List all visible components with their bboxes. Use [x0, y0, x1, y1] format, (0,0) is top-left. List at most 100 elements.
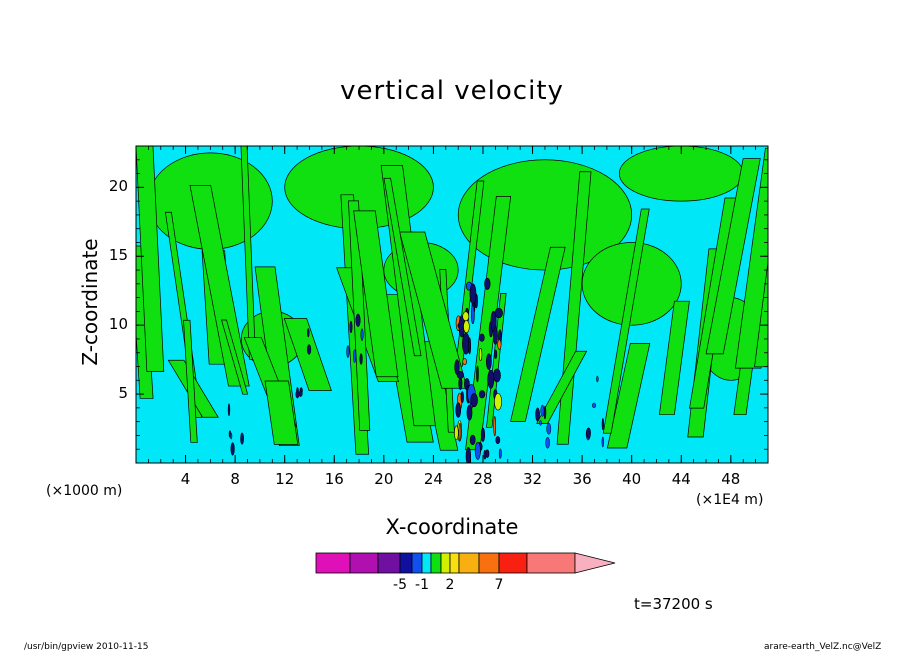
minor-cell — [295, 390, 300, 399]
colorbar-swatch — [498, 552, 528, 574]
x-tick-label: 36 — [572, 470, 592, 488]
field-streak — [264, 380, 299, 445]
core-cell — [478, 390, 486, 399]
field-streak — [221, 319, 249, 395]
field-streak — [399, 231, 468, 389]
core-cell — [474, 441, 481, 460]
colorbar-swatch — [411, 552, 423, 574]
chart-title: vertical velocity — [340, 76, 564, 106]
colorbar-swatch — [430, 552, 442, 574]
field-streaks — [136, 146, 768, 463]
core-cell — [493, 368, 501, 383]
minor-cell — [545, 436, 550, 449]
colorbar-label: -1 — [415, 577, 429, 593]
core-cell — [494, 393, 503, 411]
plot-frame — [135, 145, 769, 464]
minor-cell — [601, 417, 605, 431]
minor-cell — [307, 328, 310, 338]
x-tick-label: 40 — [622, 470, 642, 488]
minor-cell — [359, 353, 363, 365]
x-tick-label: 24 — [423, 470, 443, 488]
minor-cell — [353, 349, 357, 364]
minor-cell — [227, 403, 231, 417]
x-axis-label: X-coordinate — [385, 515, 519, 539]
colorbar-swatch — [377, 552, 401, 574]
colorbar-swatch — [315, 552, 351, 574]
core-cell — [465, 447, 472, 463]
field-streak — [705, 158, 761, 355]
field-streak — [510, 246, 566, 422]
colorbar-swatch — [478, 552, 500, 574]
core-cell — [471, 304, 475, 325]
minor-cell — [540, 404, 545, 417]
core-cell — [493, 416, 497, 437]
colorbar-swatch — [526, 552, 576, 574]
colorbar-arrow — [574, 552, 616, 574]
colorbar-swatch — [421, 552, 432, 574]
minor-cell — [539, 419, 542, 426]
field-streak — [183, 319, 198, 443]
core-cell — [470, 393, 478, 408]
field-streak — [283, 318, 332, 391]
minor-cell — [601, 436, 605, 448]
core-cell — [498, 448, 502, 459]
core-cell — [455, 402, 462, 418]
minor-cell — [596, 375, 599, 383]
core-cell — [478, 348, 483, 361]
core-cell — [454, 425, 459, 441]
field-streak — [353, 210, 399, 378]
core-cell — [487, 369, 495, 389]
y-tick-label: 20 — [108, 177, 128, 196]
colorbar-swatch — [458, 552, 480, 574]
colorbar-label: -5 — [393, 577, 407, 593]
field-blob — [618, 146, 744, 202]
field-streak — [602, 208, 650, 434]
core-cell — [458, 377, 463, 390]
core-cell — [466, 404, 473, 421]
minor-cell — [355, 313, 361, 328]
x-tick-label: 8 — [230, 470, 240, 488]
minor-cell — [240, 432, 244, 445]
minor-cell — [230, 432, 233, 440]
x-tick-label: 16 — [324, 470, 344, 488]
core-cell — [458, 422, 462, 442]
x-tick-label: 20 — [374, 470, 394, 488]
core-cell — [494, 349, 498, 359]
core-cell — [485, 353, 492, 370]
footer-right: arare-earth_VelZ.nc@VelZ — [764, 642, 882, 652]
minor-cell — [346, 345, 350, 359]
x-tick-label: 12 — [275, 470, 295, 488]
y-tick-label: 10 — [108, 315, 128, 334]
x-tick-label: 28 — [473, 470, 493, 488]
core-cell — [483, 449, 487, 460]
field-streak — [734, 147, 768, 369]
core-cell — [468, 337, 472, 355]
field-streak — [536, 350, 588, 424]
footer-left: /usr/bin/gpview 2010-11-15 — [24, 642, 149, 652]
minor-cell — [586, 427, 591, 439]
core-cell — [463, 320, 470, 334]
minor-cell — [230, 442, 235, 456]
core-cell — [462, 358, 467, 366]
y-tick-label: 15 — [108, 246, 128, 265]
x-tick-label: 32 — [523, 470, 543, 488]
x-tick-label: 44 — [671, 470, 691, 488]
core-cell — [493, 326, 498, 345]
core-cell — [484, 277, 491, 290]
colorbar-label: 2 — [445, 577, 455, 593]
core-cell — [480, 427, 486, 442]
core-cell — [494, 307, 503, 319]
x-tick-label: 4 — [180, 470, 191, 488]
core-cell — [476, 365, 479, 383]
core-cell — [454, 359, 460, 375]
x-unit-left: (×1000 m) — [46, 483, 123, 499]
minor-cell — [360, 328, 364, 342]
minor-cell — [535, 407, 540, 422]
x-tick-label: 48 — [721, 470, 741, 488]
colorbar-label: 7 — [494, 577, 504, 593]
minor-cell — [546, 422, 552, 435]
colorbar-swatch — [399, 552, 413, 574]
colorbar-swatch — [449, 552, 460, 574]
colorbar-swatch — [440, 552, 451, 574]
